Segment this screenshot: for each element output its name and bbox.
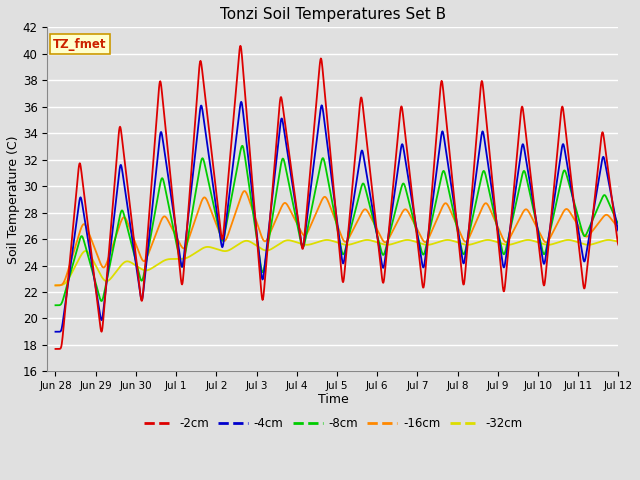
Legend: -2cm, -4cm, -8cm, -16cm, -32cm: -2cm, -4cm, -8cm, -16cm, -32cm <box>139 412 527 434</box>
X-axis label: Time: Time <box>317 393 348 406</box>
Y-axis label: Soil Temperature (C): Soil Temperature (C) <box>7 135 20 264</box>
Title: Tonzi Soil Temperatures Set B: Tonzi Soil Temperatures Set B <box>220 7 446 22</box>
Text: TZ_fmet: TZ_fmet <box>53 37 107 50</box>
